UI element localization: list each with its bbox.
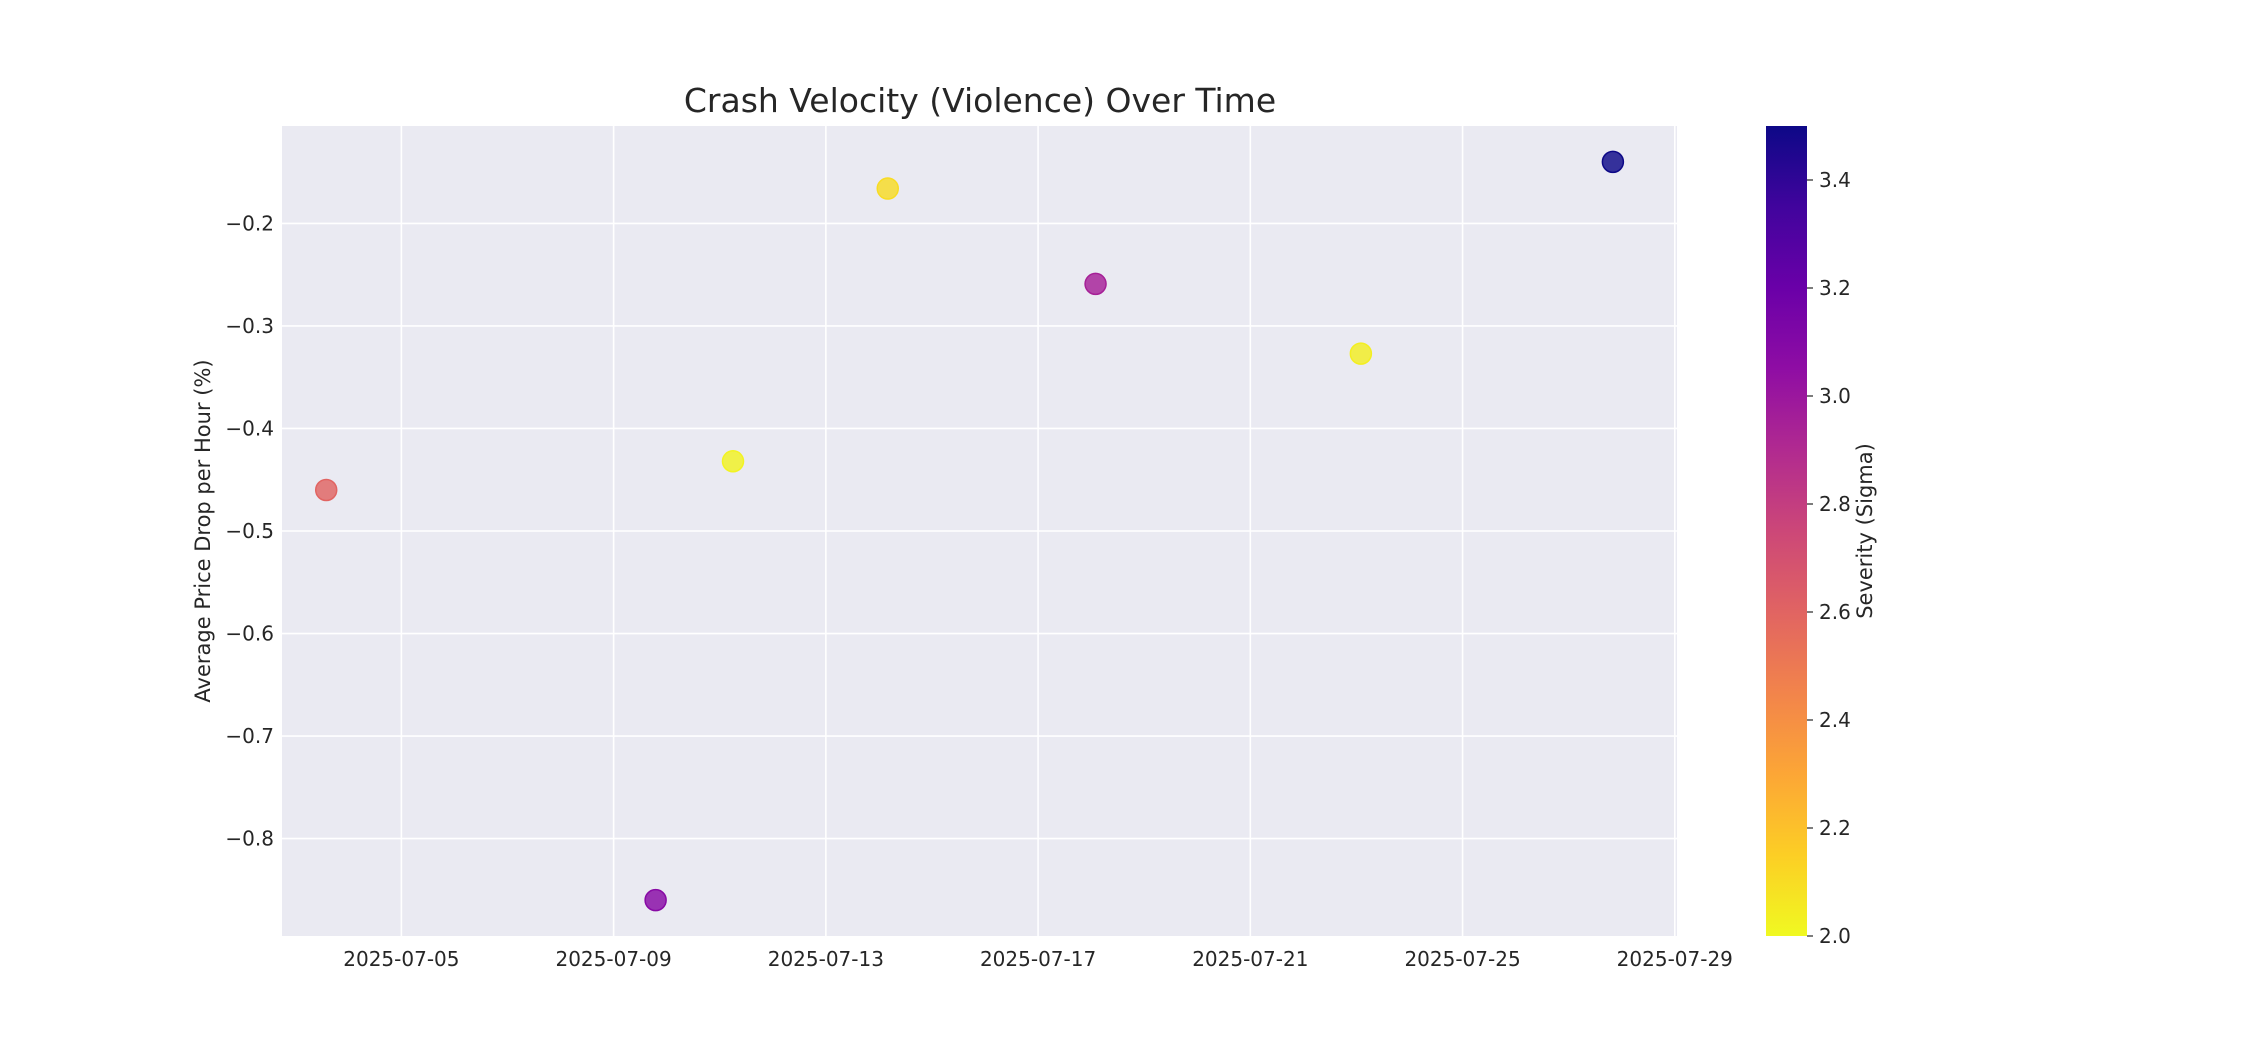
colorbar-tick-label: 2.8 [1819, 492, 1851, 516]
colorbar-tick-label: 3.4 [1819, 168, 1851, 192]
colorbar-tick-label: 2.4 [1819, 708, 1851, 732]
chart-title: Crash Velocity (Violence) Over Time [684, 81, 1276, 120]
y-axis-label: Average Price Drop per Hour (%) [191, 359, 215, 702]
x-tick-label: 2025-07-21 [1192, 947, 1308, 971]
colorbar-tick-label: 2.0 [1819, 924, 1851, 948]
data-point [721, 450, 745, 473]
y-tick-label: −0.8 [225, 827, 274, 851]
y-tick-label: −0.6 [225, 622, 274, 646]
colorbar-tick-label: 2.6 [1819, 600, 1851, 624]
colorbar-ticks: 2.0 2.2 2.4 2.6 2.8 3.0 3.2 3.4 [1807, 168, 1851, 948]
x-tick-label: 2025-07-29 [1617, 947, 1733, 971]
data-point [1601, 150, 1625, 174]
x-tick-label: 2025-07-17 [980, 947, 1096, 971]
colorbar-label: Severity (Sigma) [1853, 443, 1877, 619]
data-point [644, 888, 667, 912]
y-tick-label: −0.7 [225, 724, 274, 748]
data-points [314, 150, 1625, 912]
x-tick-label: 2025-07-25 [1404, 947, 1520, 971]
y-tick-label: −0.4 [225, 416, 274, 440]
x-tick-label: 2025-07-13 [768, 947, 884, 971]
colorbar-tick-label: 3.2 [1819, 276, 1851, 300]
colorbar-tick-label: 2.2 [1819, 816, 1851, 840]
y-tick-label: −0.2 [225, 211, 274, 235]
x-tick-label: 2025-07-09 [555, 947, 671, 971]
y-tick-label: −0.5 [225, 519, 274, 543]
colorbar-tick-label: 3.0 [1819, 384, 1851, 408]
data-point [876, 177, 900, 200]
data-point [1084, 272, 1107, 296]
y-axis: −0.2 −0.3 −0.4 −0.5 −0.6 −0.7 −0.8 [225, 211, 274, 850]
x-axis: 2025-07-05 2025-07-09 2025-07-13 2025-07-17… [343, 947, 1733, 971]
colorbar [1766, 126, 1807, 936]
grid-lines [282, 126, 1677, 936]
data-point [314, 478, 338, 502]
x-tick-label: 2025-07-05 [343, 947, 459, 971]
data-point [1349, 342, 1373, 365]
y-tick-label: −0.3 [225, 314, 274, 338]
